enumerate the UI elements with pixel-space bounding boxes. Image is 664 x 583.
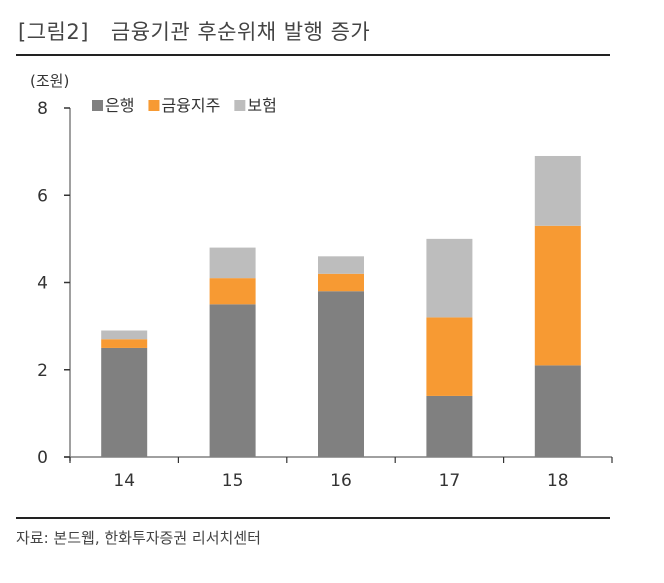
legend-swatch-1: [148, 100, 160, 111]
legend-swatch-2: [234, 100, 246, 111]
bars: [101, 155, 581, 457]
bar-segment-17-1: [426, 317, 473, 396]
bar-segment-18-2: [534, 155, 581, 226]
bar-segment-14-2: [101, 330, 148, 340]
y-tick-label-6: 6: [37, 186, 48, 206]
legend-label-0: 은행: [105, 96, 134, 115]
bar-segment-16-1: [318, 273, 364, 292]
bar-segment-16-0: [318, 291, 364, 457]
y-unit-label: (조원): [30, 72, 69, 90]
figure-title-text: 금융기관 후순위채 발행 증가: [110, 20, 371, 44]
top-divider: [16, 54, 610, 56]
legend-label-1: 금융지주: [161, 96, 220, 115]
bar-segment-14-1: [101, 339, 148, 348]
bottom-divider: [16, 517, 610, 519]
figure-number: [그림2]: [18, 20, 89, 44]
x-tick-label-17: 17: [439, 471, 461, 491]
x-tick-label-16: 16: [330, 471, 352, 491]
x-tick-label-14: 14: [113, 471, 135, 491]
y-tick-label-2: 2: [37, 361, 48, 381]
y-tick-label-0: 0: [37, 448, 48, 468]
x-tick-label-15: 15: [222, 471, 244, 491]
bar-segment-15-0: [209, 304, 256, 457]
legend: 은행 금융지주 보험: [92, 96, 277, 115]
bar-segment-18-1: [534, 225, 581, 366]
bar-segment-18-0: [534, 365, 581, 457]
x-tick-label-18: 18: [547, 471, 569, 491]
bar-segment-14-0: [101, 347, 148, 457]
axes: 14 15 16 17 18 0 2 4 6 8: [37, 99, 613, 491]
figure-title: [그림2] 금융기관 후순위채 발행 증가: [18, 16, 370, 46]
y-tick-label-4: 4: [37, 274, 48, 294]
legend-label-2: 보험: [247, 96, 276, 115]
y-tick-label-8: 8: [37, 99, 48, 119]
bar-segment-15-2: [209, 247, 256, 279]
bar-segment-17-2: [426, 238, 473, 318]
bar-segment-16-2: [318, 256, 364, 274]
bar-segment-17-0: [426, 395, 473, 457]
legend-swatch-0: [92, 100, 103, 111]
bar-segment-15-1: [209, 278, 256, 305]
source-note: 자료: 본드웹, 한화투자증권 리서치센터: [16, 529, 261, 547]
